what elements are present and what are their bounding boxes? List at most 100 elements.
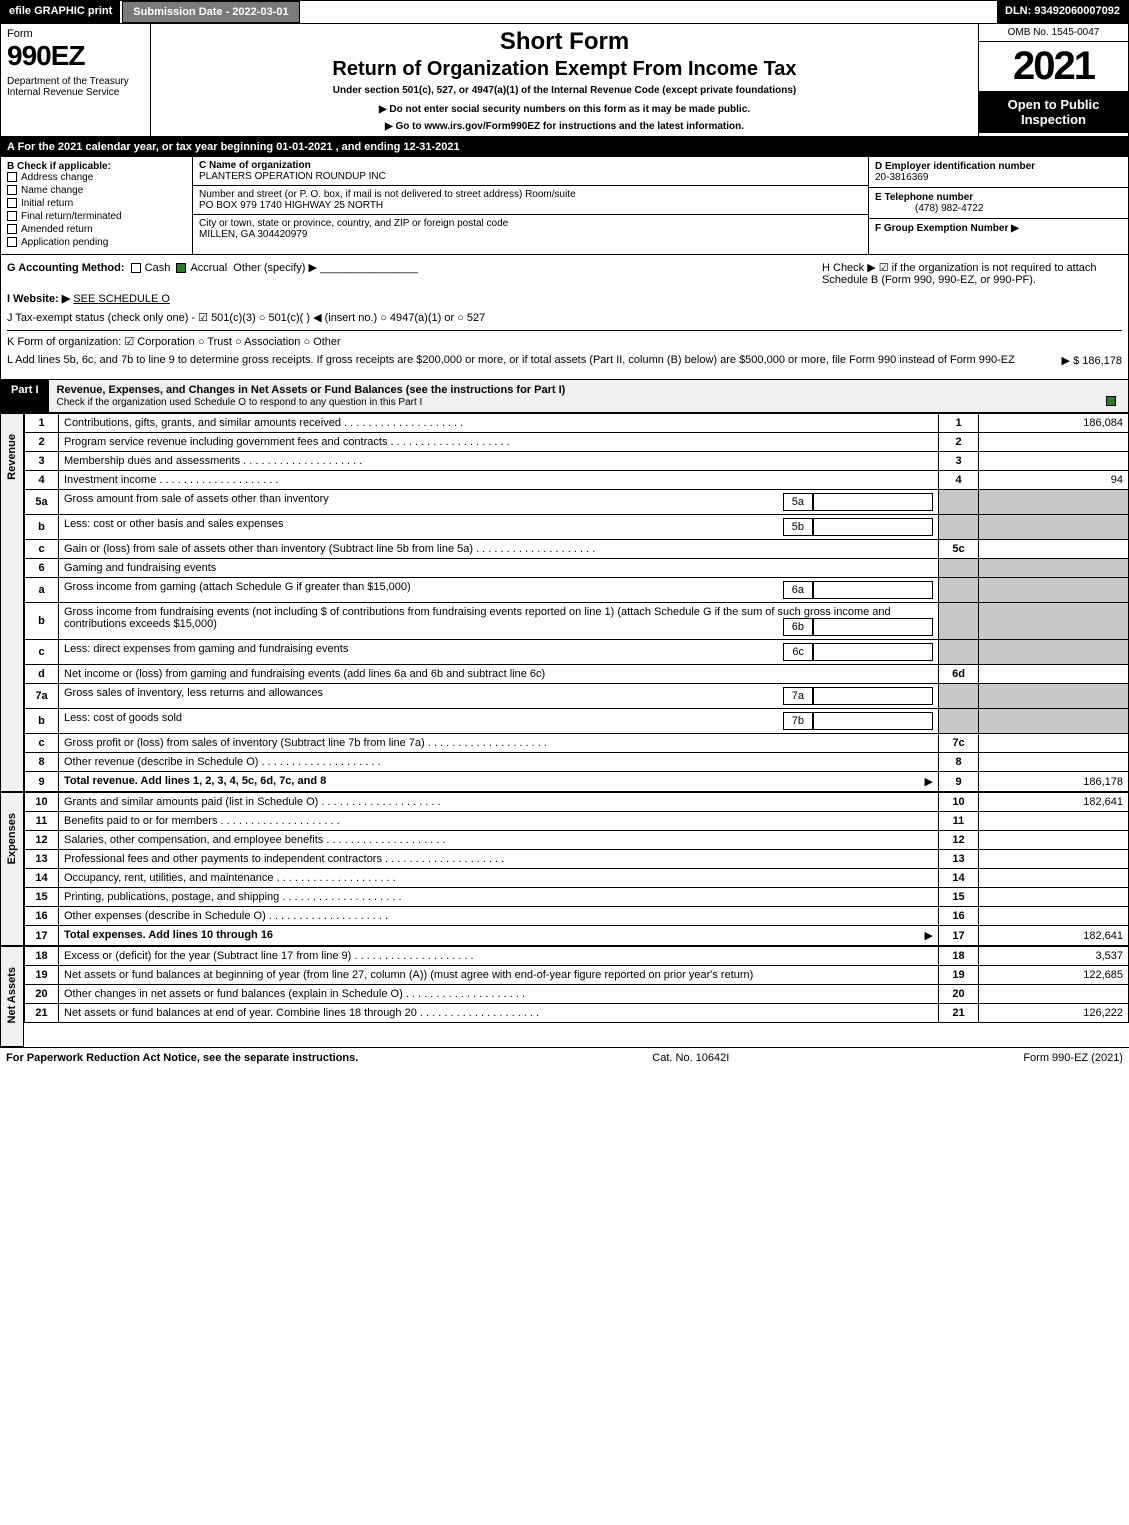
line-g: G Accounting Method: Cash Accrual Other … (7, 261, 1122, 286)
row-19: 19Net assets or fund balances at beginni… (25, 966, 1129, 985)
netassets-table: 18Excess or (deficit) for the year (Subt… (24, 946, 1129, 1023)
row-6: 6Gaming and fundraising events (25, 559, 1129, 578)
netassets-tab: Net Assets (0, 946, 24, 1047)
g-other: Other (specify) ▶ (233, 262, 317, 274)
city-label: City or town, state or province, country… (199, 218, 508, 229)
line-j: J Tax-exempt status (check only one) - ☑… (7, 311, 1122, 324)
netassets-section: Net Assets 18Excess or (deficit) for the… (0, 946, 1129, 1047)
omb-number: OMB No. 1545-0047 (979, 24, 1128, 42)
main-title: Return of Organization Exempt From Incom… (157, 58, 972, 81)
org-name: PLANTERS OPERATION ROUNDUP INC (199, 171, 386, 182)
footer-left: For Paperwork Reduction Act Notice, see … (6, 1052, 358, 1064)
chk-amended-return[interactable]: Amended return (7, 224, 186, 235)
phone-label: E Telephone number (875, 192, 973, 203)
dln-number: DLN: 93492060007092 (997, 1, 1128, 23)
section-c-address: C Name of organization PLANTERS OPERATIO… (193, 157, 868, 254)
short-form-title: Short Form (157, 28, 972, 56)
row-21: 21Net assets or fund balances at end of … (25, 1004, 1129, 1023)
info-block: B Check if applicable: Address change Na… (0, 157, 1129, 255)
row-1: 1Contributions, gifts, grants, and simil… (25, 414, 1129, 433)
header-left: Form 990EZ Department of the Treasury In… (1, 24, 151, 136)
part1-title-text: Revenue, Expenses, and Changes in Net As… (57, 384, 566, 396)
row-8: 8Other revenue (describe in Schedule O)8 (25, 753, 1129, 772)
chk-final-return[interactable]: Final return/terminated (7, 211, 186, 222)
row-6d: dNet income or (loss) from gaming and fu… (25, 665, 1129, 684)
phone-value: (478) 982-4722 (875, 203, 983, 214)
section-b-title: B Check if applicable: (7, 161, 111, 172)
row-11: 11Benefits paid to or for members11 (25, 812, 1129, 831)
row-17: 17Total expenses. Add lines 10 through 1… (25, 926, 1129, 946)
line-i: I Website: ▶ SEE SCHEDULE O (7, 292, 1122, 305)
row-5c: cGain or (loss) from sale of assets othe… (25, 540, 1129, 559)
addr-label: Number and street (or P. O. box, if mail… (199, 189, 576, 200)
i-value: SEE SCHEDULE O (73, 293, 170, 305)
row-3: 3Membership dues and assessments3 (25, 452, 1129, 471)
l-value: ▶ $ 186,178 (1062, 354, 1122, 367)
row-14: 14Occupancy, rent, utilities, and mainte… (25, 869, 1129, 888)
tax-year: 2021 (979, 42, 1128, 91)
efile-label[interactable]: efile GRAPHIC print (1, 1, 122, 23)
section-a-period: A For the 2021 calendar year, or tax yea… (0, 137, 1129, 157)
org-addr-row: Number and street (or P. O. box, if mail… (193, 186, 868, 215)
under-section: Under section 501(c), 527, or 4947(a)(1)… (157, 85, 972, 96)
header-right: OMB No. 1545-0047 2021 Open to Public In… (978, 24, 1128, 136)
ein-label: D Employer identification number (875, 161, 1035, 172)
top-bar: efile GRAPHIC print Submission Date - 20… (0, 0, 1129, 24)
part1-checkbox[interactable] (1106, 396, 1116, 406)
line-k: K Form of organization: ☑ Corporation ○ … (7, 330, 1122, 348)
row-15: 15Printing, publications, postage, and s… (25, 888, 1129, 907)
expenses-table: 10Grants and similar amounts paid (list … (24, 792, 1129, 946)
spacer (300, 1, 997, 23)
expenses-section: Expenses 10Grants and similar amounts pa… (0, 792, 1129, 946)
org-name-label: C Name of organization (199, 160, 311, 171)
row-9: 9Total revenue. Add lines 1, 2, 3, 4, 5c… (25, 772, 1129, 792)
chk-application-pending[interactable]: Application pending (7, 237, 186, 248)
public-inspection: Open to Public Inspection (979, 91, 1128, 133)
department: Department of the Treasury Internal Reve… (7, 76, 144, 98)
form-header: Form 990EZ Department of the Treasury In… (0, 24, 1129, 137)
footer-center: Cat. No. 10642I (652, 1052, 729, 1064)
ein-value: 20-3816369 (875, 172, 928, 183)
goto-link[interactable]: ▶ Go to www.irs.gov/Form990EZ for instru… (157, 121, 972, 132)
section-b-checkboxes: B Check if applicable: Address change Na… (1, 157, 193, 254)
ein-row: D Employer identification number 20-3816… (869, 157, 1128, 188)
i-label: I Website: ▶ (7, 293, 70, 305)
org-city: MILLEN, GA 304420979 (199, 229, 307, 240)
row-5b: bLess: cost or other basis and sales exp… (25, 515, 1129, 540)
page-footer: For Paperwork Reduction Act Notice, see … (0, 1047, 1129, 1068)
l-label: L Add lines 5b, 6c, and 7b to line 9 to … (7, 354, 1062, 367)
chk-name-change[interactable]: Name change (7, 185, 186, 196)
part1-check: Check if the organization used Schedule … (57, 397, 423, 408)
footer-right: Form 990-EZ (2021) (1023, 1052, 1123, 1064)
part1-header: Part I Revenue, Expenses, and Changes in… (0, 380, 1129, 413)
row-7a: 7aGross sales of inventory, less returns… (25, 684, 1129, 709)
chk-initial-return[interactable]: Initial return (7, 198, 186, 209)
g-label: G Accounting Method: (7, 262, 125, 274)
row-10: 10Grants and similar amounts paid (list … (25, 793, 1129, 812)
phone-row: E Telephone number (478) 982-4722 (869, 188, 1128, 219)
submission-date: Submission Date - 2022-03-01 (122, 1, 299, 23)
revenue-tab: Revenue (0, 413, 24, 792)
row-13: 13Professional fees and other payments t… (25, 850, 1129, 869)
revenue-table: 1Contributions, gifts, grants, and simil… (24, 413, 1129, 792)
org-name-row: C Name of organization PLANTERS OPERATIO… (193, 157, 868, 186)
revenue-section: Revenue 1Contributions, gifts, grants, a… (0, 413, 1129, 792)
row-7c: cGross profit or (loss) from sales of in… (25, 734, 1129, 753)
group-exemption-label: F Group Exemption Number ▶ (875, 223, 1019, 234)
chk-address-change[interactable]: Address change (7, 172, 186, 183)
expenses-tab: Expenses (0, 792, 24, 946)
part1-tab: Part I (1, 380, 49, 412)
row-16: 16Other expenses (describe in Schedule O… (25, 907, 1129, 926)
row-6a: aGross income from gaming (attach Schedu… (25, 578, 1129, 603)
row-20: 20Other changes in net assets or fund ba… (25, 985, 1129, 1004)
g-cash: Cash (145, 262, 171, 274)
row-6c: cLess: direct expenses from gaming and f… (25, 640, 1129, 665)
group-exemption-row: F Group Exemption Number ▶ (869, 219, 1128, 238)
header-center: Short Form Return of Organization Exempt… (151, 24, 978, 136)
row-2: 2Program service revenue including gover… (25, 433, 1129, 452)
line-h: H Check ▶ ☑ if the organization is not r… (822, 261, 1122, 286)
ssn-warning: ▶ Do not enter social security numbers o… (157, 104, 972, 115)
org-addr: PO BOX 979 1740 HIGHWAY 25 NORTH (199, 200, 383, 211)
section-def: D Employer identification number 20-3816… (868, 157, 1128, 254)
row-5a: 5aGross amount from sale of assets other… (25, 490, 1129, 515)
